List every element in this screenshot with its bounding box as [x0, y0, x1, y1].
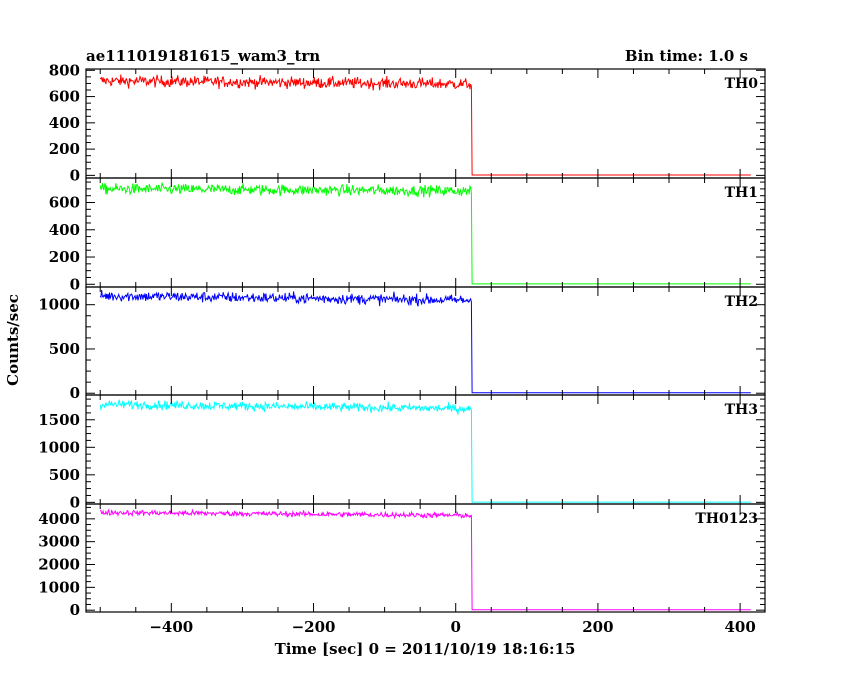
x-tick-label: −200: [292, 618, 336, 636]
y-tick-label-th2: 500: [49, 340, 80, 358]
x-tick-label: 200: [582, 618, 613, 636]
y-tick-label-th1: 200: [49, 248, 80, 266]
y-tick-label-th3: 1500: [38, 411, 80, 429]
y-tick-label-th0: 600: [49, 88, 80, 106]
y-tick-label-th0123: 4000: [38, 510, 80, 528]
bin-time-label: Bin time: 1.0 s: [625, 47, 748, 65]
y-tick-label-th2: 1000: [38, 296, 80, 314]
x-axis-title: Time [sec] 0 = 2011/10/19 18:16:15: [275, 640, 576, 658]
panel-frame-th3: [85, 394, 766, 505]
panel-label-th2: TH2: [725, 294, 758, 310]
panels-group: 0 200 400 600 800 TH0 0 200 400 600 TH1 0 500 1000 TH2…: [38, 61, 766, 636]
y-tick-label-th1: 400: [49, 221, 80, 239]
y-tick-label-th3: 500: [49, 466, 80, 484]
series-line-th1: [99, 182, 751, 285]
x-tick-label: −400: [149, 618, 193, 636]
y-axis-title: Counts/sec: [4, 294, 22, 386]
panel-frame-th0123: [85, 503, 766, 613]
panel-label-th0123: TH0123: [695, 511, 758, 527]
series-line-th0: [99, 74, 751, 176]
panel-label-th1: TH1: [725, 185, 758, 201]
y-tick-label-th1: 600: [49, 194, 80, 212]
x-tick-label: 400: [724, 618, 755, 636]
y-tick-label-th0123: 1000: [38, 578, 80, 596]
y-tick-label-th0123: 2000: [38, 556, 80, 574]
y-tick-label-th3: 0: [70, 493, 80, 511]
y-tick-label-th0: 800: [49, 61, 80, 79]
panel-label-th0: TH0: [725, 76, 759, 92]
panel-frame-th1: [85, 177, 766, 288]
y-tick-label-th0: 0: [70, 166, 80, 184]
series-line-th2: [99, 289, 751, 394]
y-tick-label-th0: 400: [49, 114, 80, 132]
x-tick-label: 0: [450, 618, 460, 636]
series-line-th3: [99, 399, 751, 503]
y-tick-label-th1: 0: [70, 275, 80, 293]
series-line-th0123: [100, 508, 751, 611]
y-tick-label-th2: 0: [70, 384, 80, 402]
y-tick-label-th0: 200: [49, 140, 80, 158]
y-tick-label-th0123: 0: [70, 601, 80, 619]
panel-frame-th2: [85, 286, 766, 396]
y-tick-label-th3: 1000: [38, 438, 80, 456]
y-tick-label-th0123: 3000: [38, 533, 80, 551]
chart-title: ae111019181615_wam3_trn: [86, 47, 320, 65]
panel-label-th3: TH3: [725, 402, 758, 418]
